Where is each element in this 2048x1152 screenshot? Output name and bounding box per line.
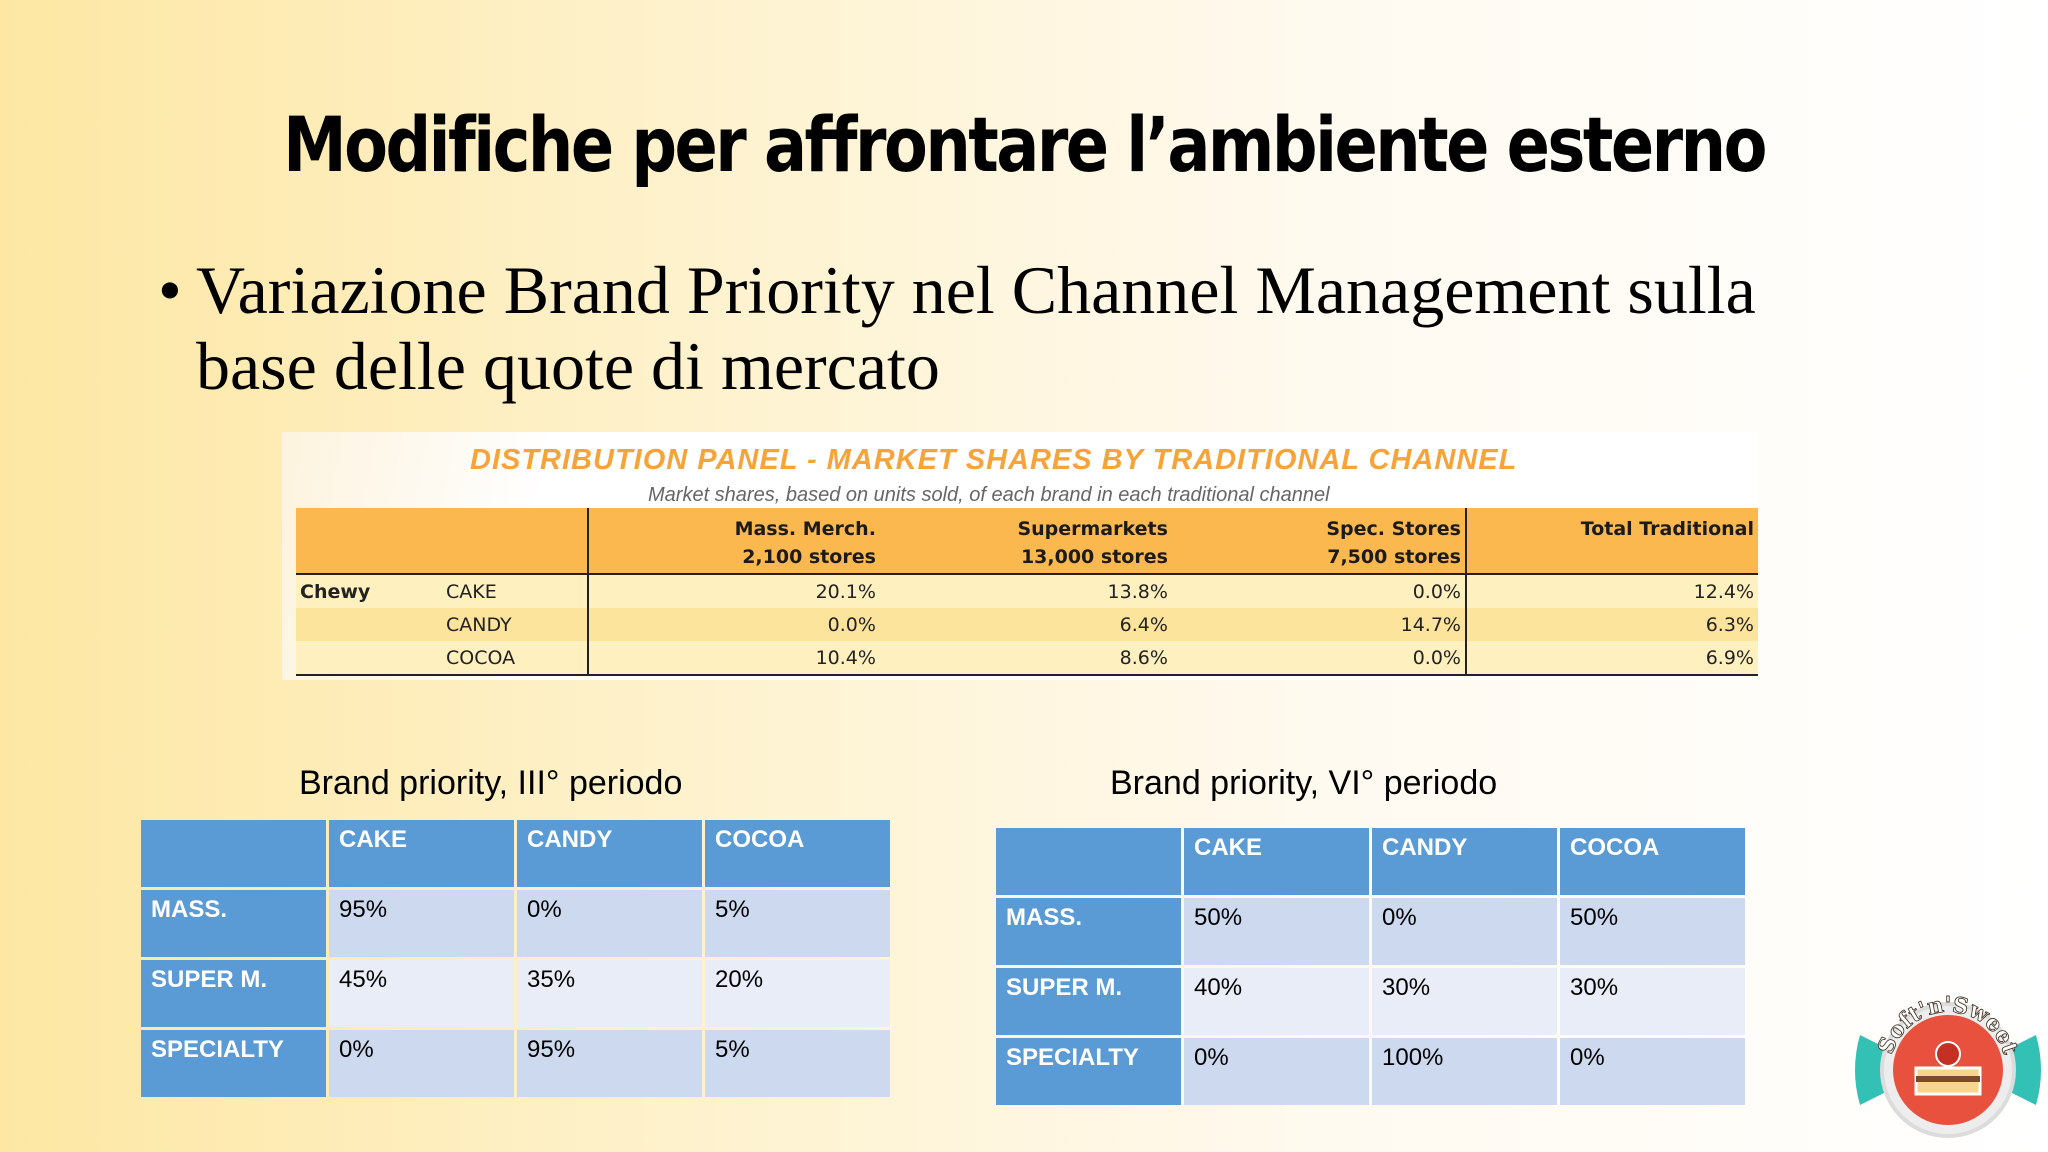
column-header: COCOA (1560, 828, 1745, 895)
table-cell: 10.4% (586, 641, 880, 676)
row-header: SPECIALTY (141, 1030, 326, 1097)
table-cell: 8.6% (879, 641, 1172, 676)
table-cell: 0% (517, 890, 702, 957)
header-total-traditional: Total Traditional (1464, 508, 1758, 540)
row-header: SUPER M. (996, 968, 1181, 1035)
table-header-row: Mass. Merch. Supermarkets Spec. Stores T… (296, 508, 1758, 540)
header-supermarkets: Supermarkets (879, 508, 1172, 540)
table-cell: 0% (1184, 1038, 1369, 1105)
caption-priority-vi: Brand priority, VI° periodo (1110, 764, 1498, 802)
table-cell: 20% (705, 960, 890, 1027)
header-stores: 7,500 stores (1171, 540, 1466, 575)
table-cell: 0.0% (586, 608, 880, 641)
header-stores: 2,100 stores (586, 540, 880, 575)
brand-label: COCOA (441, 641, 588, 676)
table-cell: 30% (1372, 968, 1557, 1035)
table-cell: 0.0% (1171, 641, 1466, 676)
bullet-text: Variazione Brand Priority nel Channel Ma… (196, 252, 1756, 404)
table-header-row: CAKE CANDY COCOA (141, 820, 890, 887)
table-cell: 95% (329, 890, 514, 957)
column-header: CAKE (1184, 828, 1369, 895)
cherry-icon (1935, 1041, 1961, 1067)
caption-priority-iii: Brand priority, III° periodo (299, 764, 683, 802)
table-cell: 30% (1560, 968, 1745, 1035)
header-blank (296, 540, 442, 575)
column-header: CAKE (329, 820, 514, 887)
table-cell: 0% (1372, 898, 1557, 965)
slide-title: Modifiche per affrontare l’ambiente este… (283, 100, 1767, 189)
table-cell: 95% (517, 1030, 702, 1097)
header-blank (441, 540, 588, 575)
row-header: SUPER M. (141, 960, 326, 1027)
panel-subtitle: Market shares, based on units sold, of e… (648, 484, 1330, 506)
table-cell: 13.8% (879, 574, 1172, 608)
table-row: MASS. 95% 0% 5% (141, 890, 890, 957)
table-cell: 14.7% (1171, 608, 1466, 641)
table-cell: 100% (1372, 1038, 1557, 1105)
table-cell: 40% (1184, 968, 1369, 1035)
table-cell: 50% (1184, 898, 1369, 965)
priority-table-iii: CAKE CANDY COCOA MASS. 95% 0% 5% SUPER M… (138, 817, 893, 1100)
header-stores: 13,000 stores (879, 540, 1172, 575)
corner-cell (996, 828, 1181, 895)
company-label: Chewy (296, 574, 442, 608)
table-row: CANDY 0.0% 6.4% 14.7% 6.3% (296, 608, 1758, 641)
table-row: SUPER M. 40% 30% 30% (996, 968, 1745, 1035)
table-cell: 5% (705, 1030, 890, 1097)
table-row: COCOA 10.4% 8.6% 0.0% 6.9% (296, 641, 1758, 676)
table-cell: 12.4% (1464, 574, 1758, 608)
row-header: MASS. (141, 890, 326, 957)
header-stores (1464, 540, 1758, 575)
company-blank (296, 608, 442, 641)
table-header-row: 2,100 stores 13,000 stores 7,500 stores (296, 540, 1758, 575)
panel-title: DISTRIBUTION PANEL - MARKET SHARES BY TR… (470, 444, 1518, 476)
table-cell: 0% (329, 1030, 514, 1097)
table-row: SPECIALTY 0% 95% 5% (141, 1030, 890, 1097)
header-blank (441, 508, 588, 540)
bullet-point: • Variazione Brand Priority nel Channel … (158, 252, 1878, 404)
table-cell: 6.3% (1464, 608, 1758, 641)
table-cell: 35% (517, 960, 702, 1027)
brand-label: CAKE (441, 574, 588, 608)
table-row: MASS. 50% 0% 50% (996, 898, 1745, 965)
brand-label: CANDY (441, 608, 588, 641)
priority-table-vi: CAKE CANDY COCOA MASS. 50% 0% 50% SUPER … (993, 825, 1748, 1108)
table-header-row: CAKE CANDY COCOA (996, 828, 1745, 895)
table-row: Chewy CAKE 20.1% 13.8% 0.0% 12.4% (296, 574, 1758, 608)
company-blank (296, 641, 442, 676)
table-cell: 20.1% (586, 574, 880, 608)
column-header: CANDY (1372, 828, 1557, 895)
table-cell: 5% (705, 890, 890, 957)
table-cell: 0.0% (1171, 574, 1466, 608)
table-cell: 0% (1560, 1038, 1745, 1105)
table-row: SPECIALTY 0% 100% 0% (996, 1038, 1745, 1105)
distribution-panel: DISTRIBUTION PANEL - MARKET SHARES BY TR… (282, 432, 1758, 680)
table-row: SUPER M. 45% 35% 20% (141, 960, 890, 1027)
row-header: SPECIALTY (996, 1038, 1181, 1105)
header-blank (296, 508, 442, 540)
table-cell: 6.4% (879, 608, 1172, 641)
market-share-table: Mass. Merch. Supermarkets Spec. Stores T… (296, 508, 1758, 676)
table-cell: 50% (1560, 898, 1745, 965)
corner-cell (141, 820, 326, 887)
column-header: COCOA (705, 820, 890, 887)
bullet-symbol: • (158, 252, 182, 328)
header-mass-merch: Mass. Merch. (586, 508, 880, 540)
row-header: MASS. (996, 898, 1181, 965)
header-spec-stores: Spec. Stores (1171, 508, 1466, 540)
soft-n-sweet-logo: Soft'n'Sweet (1855, 992, 2041, 1138)
column-header: CANDY (517, 820, 702, 887)
table-cell: 45% (329, 960, 514, 1027)
table-cell: 6.9% (1464, 641, 1758, 676)
